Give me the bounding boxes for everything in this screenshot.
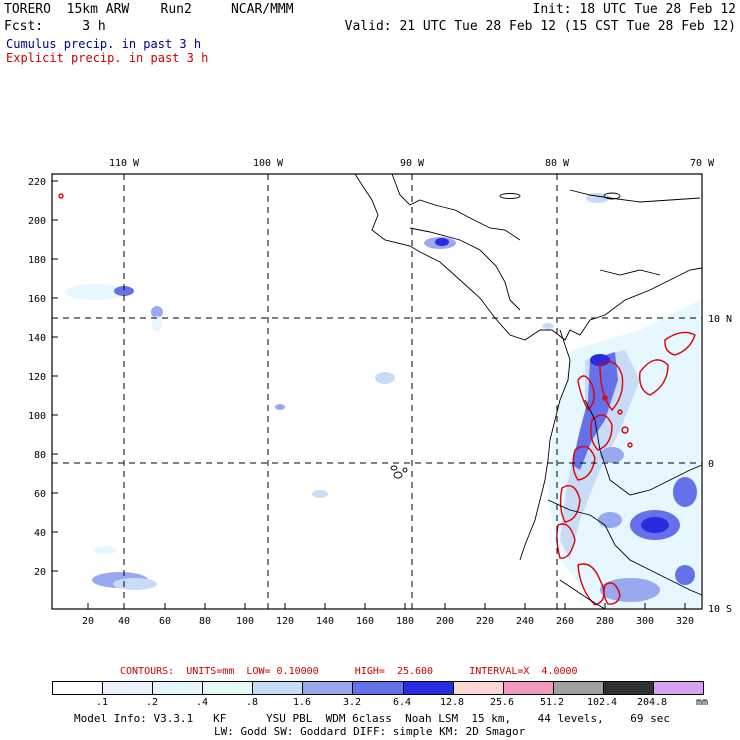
colorbar-swatch [303,682,354,694]
forecast-hour: Fcst: 3 h [4,19,106,34]
x-tick-220: 220 [476,616,494,627]
colorbar-label: 1.6 [292,697,312,708]
model-title: TORERO 15km ARW Run2 NCAR/MMM [4,2,294,17]
y-tick-80: 80 [34,450,46,461]
y-tick-120: 120 [28,372,46,383]
colorbar-swatch [53,682,104,694]
x-tick-300: 300 [636,616,654,627]
y-tick-20: 20 [34,567,46,578]
x-tick-180: 180 [396,616,414,627]
colorbar-swatch [603,682,654,694]
colorbar [52,681,704,695]
colorbar-label: .1 [95,697,109,708]
cumulus-precip-shading [65,193,700,610]
y-tick-220: 220 [28,177,46,188]
colorbar-swatch [153,682,204,694]
valid-time: Valid: 21 UTC Tue 28 Feb 12 (15 CST Tue … [344,19,736,34]
x-tick-160: 160 [356,616,374,627]
colorbar-swatch [503,682,554,694]
y-tick-60: 60 [34,489,46,500]
x-tick-240: 240 [516,616,534,627]
colorbar-label: 12.8 [439,697,465,708]
colorbar-label: 25.6 [489,697,515,708]
colorbar-label: 102.4 [586,697,618,708]
x-tick-40: 40 [118,616,130,627]
init-time: Init: 18 UTC Tue 28 Feb 12 [532,2,737,17]
map-frame [51,173,703,610]
colorbar-swatch [453,682,504,694]
coastlines [354,173,703,610]
lat-label-10s: 10 S [708,604,732,615]
colorbar-label: .8 [245,697,259,708]
x-tick-20: 20 [82,616,94,627]
y-tick-160: 160 [28,294,46,305]
contour-info: CONTOURS: UNITS=mm LOW= 0.10000 HIGH= 25… [120,666,578,677]
y-tick-40: 40 [34,528,46,539]
lon-label-70w: 70 W [690,158,715,169]
lat-lon-grid [52,174,702,609]
x-tick-260: 260 [556,616,574,627]
colorbar-label: 6.4 [392,697,412,708]
colorbar-label: .2 [145,697,159,708]
lon-label-100w: 100 W [253,158,284,169]
lon-label-110w: 110 W [109,158,140,169]
lat-label-0: 0 [708,459,714,470]
x-tick-140: 140 [316,616,334,627]
x-tick-120: 120 [276,616,294,627]
model-info: Model Info: V3.3.1 KF YSU PBL WDM 6class… [74,712,671,725]
explicit-precip-contours [58,193,696,606]
colorbar-swatch [653,682,704,694]
colorbar-label: 3.2 [342,697,362,708]
x-tick-280: 280 [596,616,614,627]
colorbar-swatch [353,682,404,694]
colorbar-swatch [253,682,304,694]
y-tick-200: 200 [28,216,46,227]
axis-ticks [52,180,686,609]
colorbar-swatch [403,682,454,694]
colorbar-label: 204.8 [636,697,668,708]
y-tick-180: 180 [28,255,46,266]
colorbar-label: 51.2 [539,697,565,708]
y-tick-140: 140 [28,333,46,344]
x-tick-60: 60 [159,616,171,627]
legend-cumulus: Cumulus precip. in past 3 h [6,37,202,51]
lon-label-90w: 90 W [400,158,425,169]
lon-label-80w: 80 W [545,158,570,169]
colorbar-swatch [553,682,604,694]
colorbar-units: mm [695,697,709,708]
y-tick-100: 100 [28,411,46,422]
colorbar-swatch [103,682,154,694]
x-tick-100: 100 [236,616,254,627]
colorbar-swatch [203,682,254,694]
physics-info: LW: Godd SW: Goddard DIFF: simple KM: 2D… [214,725,526,738]
x-tick-80: 80 [199,616,211,627]
legend-explicit: Explicit precip. in past 3 h [6,51,209,65]
x-tick-200: 200 [436,616,454,627]
lat-label-10n: 10 N [708,314,732,325]
colorbar-label: .4 [195,697,209,708]
x-tick-320: 320 [676,616,694,627]
